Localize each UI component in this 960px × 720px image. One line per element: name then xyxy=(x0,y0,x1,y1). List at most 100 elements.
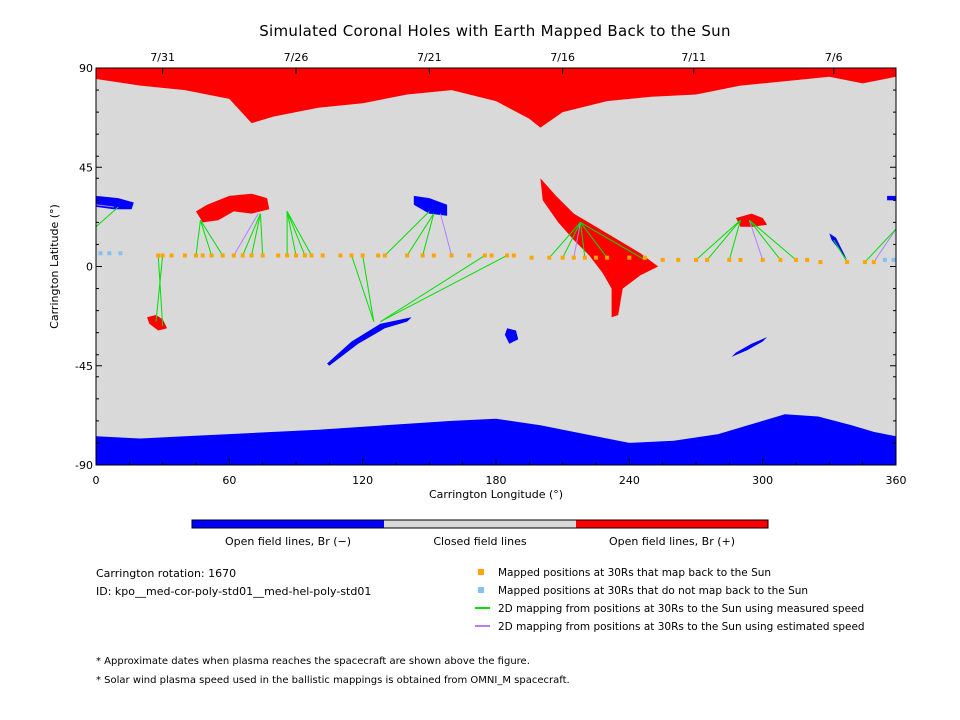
mapped-point-40 xyxy=(642,255,647,260)
colorbar-frame xyxy=(191,519,769,529)
mapping-line-measured-37 xyxy=(96,206,119,228)
mapped-point-6 xyxy=(209,253,214,258)
colorbar-label-1: Closed field lines xyxy=(433,535,527,548)
mapped-point-0 xyxy=(156,253,161,258)
colorbar-label-2: Open field lines, Br (+) xyxy=(609,535,735,548)
mapped-point-19 xyxy=(349,253,354,258)
mapped-point-26 xyxy=(449,253,454,258)
mapping-line-measured-17 xyxy=(422,213,435,256)
date-tick-label-1: 7/26 xyxy=(284,51,309,64)
mapped-point-39 xyxy=(627,255,632,260)
mapped-point-42 xyxy=(676,257,681,262)
colorbar-segment-1 xyxy=(384,520,576,528)
coronal-hole-positive-12 xyxy=(736,213,768,227)
mapping-line-measured-0 xyxy=(157,255,164,327)
mapped-point-15 xyxy=(302,253,307,258)
date-tick-label-4: 7/11 xyxy=(681,51,706,64)
mapped-point-7 xyxy=(220,253,225,258)
x-axis-label: Carrington Longitude (°) xyxy=(429,488,563,501)
mapped-point-50 xyxy=(805,257,810,262)
mapped-point-36 xyxy=(582,255,587,260)
coronal-hole-negative-6 xyxy=(327,317,412,366)
x-tick-label-5: 300 xyxy=(752,474,773,487)
mapping-line-measured-13 xyxy=(351,255,375,322)
mapped-point-23 xyxy=(405,253,410,258)
mapped-point-16 xyxy=(309,253,314,258)
coronal-hole-negative-7 xyxy=(504,328,519,344)
mapping-line-measured-14 xyxy=(362,255,375,322)
mapped-point-24 xyxy=(420,253,425,258)
mapped-point-52 xyxy=(845,260,850,265)
colorbar-segment-2 xyxy=(576,520,768,528)
mapped-point-45 xyxy=(727,257,732,262)
mapped-point-11 xyxy=(260,253,265,258)
note-speed: * Solar wind plasma speed used in the ba… xyxy=(96,675,570,686)
mapped-point-44 xyxy=(705,257,710,262)
y-tick-label-1: 45 xyxy=(79,161,93,174)
x-tick-label-6: 360 xyxy=(886,474,907,487)
mapped-point-30 xyxy=(505,253,510,258)
legend-label-2: 2D mapping from positions at 30Rs to the… xyxy=(498,603,864,615)
unmapped-point-0 xyxy=(98,251,103,256)
mapped-point-28 xyxy=(482,253,487,258)
mapping-line-estimated-23 xyxy=(573,222,581,258)
chart-title: Simulated Coronal Holes with Earth Mappe… xyxy=(259,22,731,40)
mapped-point-8 xyxy=(231,253,236,258)
y-tick-label-3: -45 xyxy=(75,360,93,373)
mapped-point-5 xyxy=(200,253,205,258)
date-tick-label-3: 7/16 xyxy=(550,51,575,64)
mapping-line-measured-15 xyxy=(384,211,430,256)
mapping-line-measured-26 xyxy=(580,221,646,261)
unmapped-point-3 xyxy=(882,257,887,262)
mapped-point-17 xyxy=(320,253,325,258)
y-axis-label: Carrington Latitude (°) xyxy=(48,204,61,329)
mapped-point-3 xyxy=(182,253,187,258)
mapped-point-10 xyxy=(249,253,254,258)
mapped-point-25 xyxy=(431,253,436,258)
mapped-point-46 xyxy=(738,257,743,262)
mapping-line-measured-33 xyxy=(833,239,848,263)
colorbar-segment-0 xyxy=(192,520,384,528)
plot-area xyxy=(96,68,896,465)
mapped-point-21 xyxy=(376,253,381,258)
mapped-point-34 xyxy=(560,255,565,260)
legend-label-0: Mapped positions at 30Rs that map back t… xyxy=(498,567,771,579)
mapping-line-measured-11 xyxy=(286,211,306,256)
mapped-point-18 xyxy=(338,253,343,258)
mapped-point-47 xyxy=(760,257,765,262)
mapping-line-measured-20 xyxy=(380,255,508,323)
coronal-hole-negative-10 xyxy=(887,195,896,201)
coronal-hole-negative-8 xyxy=(731,337,768,357)
mapped-point-53 xyxy=(862,260,867,265)
legend-label-1: Mapped positions at 30Rs that do not map… xyxy=(498,585,808,597)
mapped-point-31 xyxy=(511,253,516,258)
mapping-line-measured-2 xyxy=(195,220,201,256)
mapping-line-estimated-18 xyxy=(439,213,453,256)
mapped-point-1 xyxy=(160,253,165,258)
x-tick-label-2: 120 xyxy=(352,474,373,487)
coronal-hole-positive-0 xyxy=(96,68,896,128)
coronal-hole-positive-2 xyxy=(196,193,270,223)
mapping-line-estimated-5 xyxy=(233,213,259,256)
date-tick-label-5: 7/6 xyxy=(825,51,843,64)
mapping-line-measured-16 xyxy=(406,213,435,256)
mapping-line-measured-31 xyxy=(748,219,781,261)
mapped-point-22 xyxy=(382,253,387,258)
mapped-point-49 xyxy=(794,257,798,262)
mapping-line-measured-35 xyxy=(864,228,896,263)
mapping-line-measured-25 xyxy=(580,222,608,258)
colorbar-label-0: Open field lines, Br (−) xyxy=(225,535,351,548)
unmapped-point-4 xyxy=(891,257,896,262)
mapped-point-12 xyxy=(276,253,281,258)
mapped-point-41 xyxy=(660,257,665,262)
mapped-point-32 xyxy=(529,255,534,260)
mapped-point-20 xyxy=(360,253,365,258)
model-id-label: ID: kpo__med-cor-poly-std01__med-hel-pol… xyxy=(96,585,372,598)
carrington-rotation-label: Carrington rotation: 1670 xyxy=(96,567,237,580)
x-tick-label-4: 240 xyxy=(619,474,640,487)
mapping-line-estimated-36 xyxy=(96,204,114,208)
mapping-line-measured-32 xyxy=(749,219,797,261)
date-tick-label-2: 7/21 xyxy=(417,51,442,64)
mapped-point-35 xyxy=(571,255,576,260)
y-tick-label-2: 0 xyxy=(86,261,93,274)
